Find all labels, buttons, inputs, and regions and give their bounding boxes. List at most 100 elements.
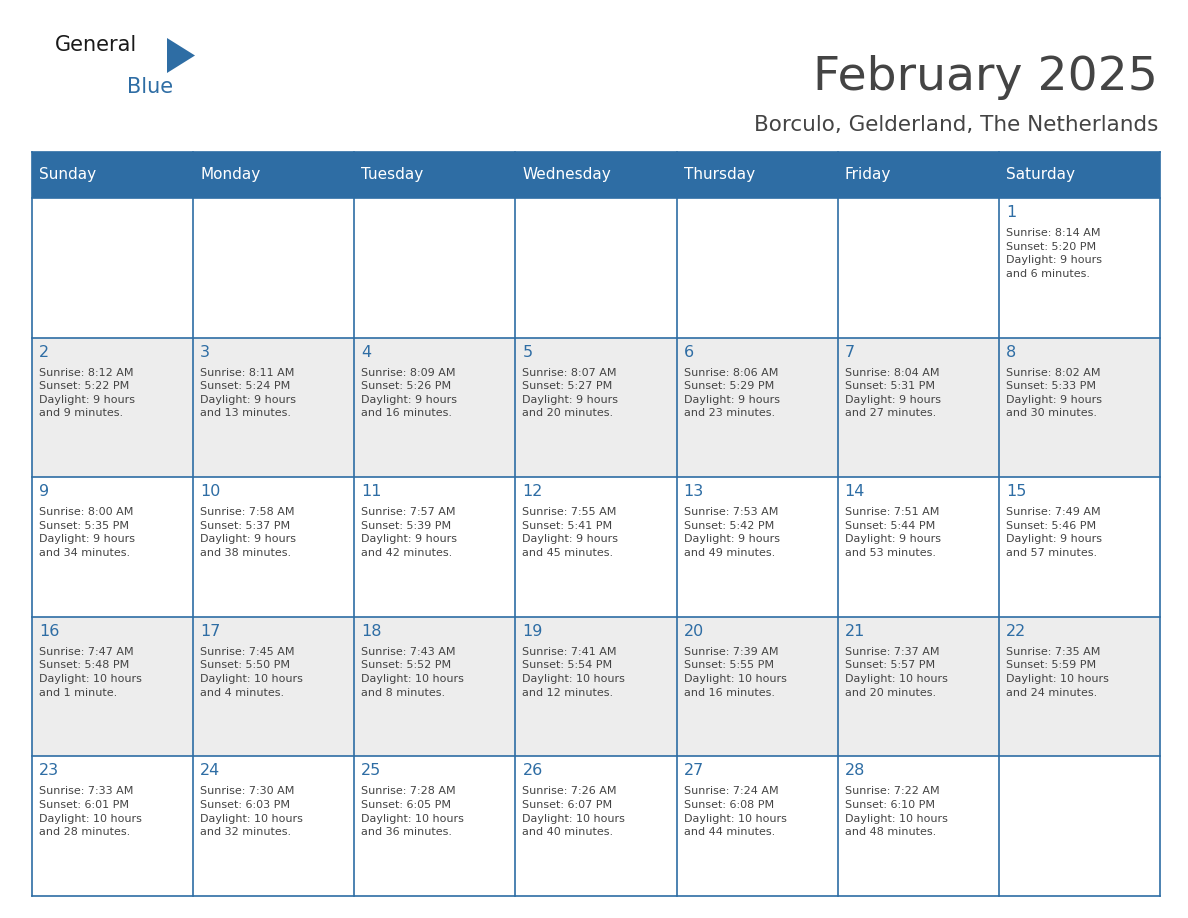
Text: Sunrise: 7:22 AM
Sunset: 6:10 PM
Daylight: 10 hours
and 48 minutes.: Sunrise: 7:22 AM Sunset: 6:10 PM Dayligh… — [845, 787, 948, 837]
Text: Sunrise: 7:45 AM
Sunset: 5:50 PM
Daylight: 10 hours
and 4 minutes.: Sunrise: 7:45 AM Sunset: 5:50 PM Dayligh… — [200, 647, 303, 698]
Text: 16: 16 — [39, 624, 59, 639]
Text: Sunrise: 7:57 AM
Sunset: 5:39 PM
Daylight: 9 hours
and 42 minutes.: Sunrise: 7:57 AM Sunset: 5:39 PM Dayligh… — [361, 508, 457, 558]
Bar — [516, 152, 677, 198]
Bar — [516, 756, 677, 896]
Bar — [677, 152, 838, 198]
Text: Blue: Blue — [127, 77, 173, 97]
Text: Monday: Monday — [200, 167, 260, 183]
Text: Thursday: Thursday — [683, 167, 754, 183]
Bar — [194, 617, 354, 756]
Text: 27: 27 — [683, 764, 703, 778]
Text: 1: 1 — [1006, 205, 1016, 220]
Bar — [516, 198, 677, 338]
Bar — [999, 152, 1159, 198]
Bar — [999, 756, 1159, 896]
Text: Borculo, Gelderland, The Netherlands: Borculo, Gelderland, The Netherlands — [753, 115, 1158, 135]
Bar — [999, 477, 1159, 617]
Text: 12: 12 — [523, 484, 543, 499]
Text: Wednesday: Wednesday — [523, 167, 611, 183]
Bar — [677, 756, 838, 896]
Text: 19: 19 — [523, 624, 543, 639]
Bar — [516, 477, 677, 617]
Text: General: General — [55, 35, 138, 55]
Bar — [999, 617, 1159, 756]
Text: 25: 25 — [361, 764, 381, 778]
Bar — [838, 756, 999, 896]
Bar — [32, 152, 194, 198]
Bar — [354, 477, 516, 617]
Text: Sunrise: 7:41 AM
Sunset: 5:54 PM
Daylight: 10 hours
and 12 minutes.: Sunrise: 7:41 AM Sunset: 5:54 PM Dayligh… — [523, 647, 625, 698]
Text: Sunrise: 7:49 AM
Sunset: 5:46 PM
Daylight: 9 hours
and 57 minutes.: Sunrise: 7:49 AM Sunset: 5:46 PM Dayligh… — [1006, 508, 1101, 558]
Bar — [516, 617, 677, 756]
Text: 23: 23 — [39, 764, 59, 778]
Text: Sunrise: 7:55 AM
Sunset: 5:41 PM
Daylight: 9 hours
and 45 minutes.: Sunrise: 7:55 AM Sunset: 5:41 PM Dayligh… — [523, 508, 619, 558]
Text: February 2025: February 2025 — [813, 55, 1158, 100]
Text: Sunrise: 8:07 AM
Sunset: 5:27 PM
Daylight: 9 hours
and 20 minutes.: Sunrise: 8:07 AM Sunset: 5:27 PM Dayligh… — [523, 367, 619, 419]
Bar — [32, 617, 194, 756]
Bar — [838, 152, 999, 198]
Text: Sunday: Sunday — [39, 167, 96, 183]
Bar — [999, 198, 1159, 338]
Polygon shape — [168, 38, 195, 73]
Text: Sunrise: 7:26 AM
Sunset: 6:07 PM
Daylight: 10 hours
and 40 minutes.: Sunrise: 7:26 AM Sunset: 6:07 PM Dayligh… — [523, 787, 625, 837]
Text: Sunrise: 7:30 AM
Sunset: 6:03 PM
Daylight: 10 hours
and 32 minutes.: Sunrise: 7:30 AM Sunset: 6:03 PM Dayligh… — [200, 787, 303, 837]
Bar — [32, 756, 194, 896]
Text: Sunrise: 8:12 AM
Sunset: 5:22 PM
Daylight: 9 hours
and 9 minutes.: Sunrise: 8:12 AM Sunset: 5:22 PM Dayligh… — [39, 367, 135, 419]
Text: 8: 8 — [1006, 344, 1016, 360]
Bar — [194, 477, 354, 617]
Text: Sunrise: 7:33 AM
Sunset: 6:01 PM
Daylight: 10 hours
and 28 minutes.: Sunrise: 7:33 AM Sunset: 6:01 PM Dayligh… — [39, 787, 141, 837]
Bar — [516, 338, 677, 477]
Text: 4: 4 — [361, 344, 372, 360]
Bar — [354, 338, 516, 477]
Text: 24: 24 — [200, 764, 221, 778]
Text: Sunrise: 7:28 AM
Sunset: 6:05 PM
Daylight: 10 hours
and 36 minutes.: Sunrise: 7:28 AM Sunset: 6:05 PM Dayligh… — [361, 787, 465, 837]
Bar — [677, 198, 838, 338]
Text: 17: 17 — [200, 624, 221, 639]
Bar — [838, 338, 999, 477]
Text: 7: 7 — [845, 344, 855, 360]
Bar — [999, 338, 1159, 477]
Text: Sunrise: 7:24 AM
Sunset: 6:08 PM
Daylight: 10 hours
and 44 minutes.: Sunrise: 7:24 AM Sunset: 6:08 PM Dayligh… — [683, 787, 786, 837]
Text: Sunrise: 7:43 AM
Sunset: 5:52 PM
Daylight: 10 hours
and 8 minutes.: Sunrise: 7:43 AM Sunset: 5:52 PM Dayligh… — [361, 647, 465, 698]
Text: Sunrise: 8:06 AM
Sunset: 5:29 PM
Daylight: 9 hours
and 23 minutes.: Sunrise: 8:06 AM Sunset: 5:29 PM Dayligh… — [683, 367, 779, 419]
Bar — [838, 198, 999, 338]
Text: 15: 15 — [1006, 484, 1026, 499]
Text: 6: 6 — [683, 344, 694, 360]
Bar — [194, 198, 354, 338]
Text: Sunrise: 8:09 AM
Sunset: 5:26 PM
Daylight: 9 hours
and 16 minutes.: Sunrise: 8:09 AM Sunset: 5:26 PM Dayligh… — [361, 367, 457, 419]
Text: Sunrise: 8:11 AM
Sunset: 5:24 PM
Daylight: 9 hours
and 13 minutes.: Sunrise: 8:11 AM Sunset: 5:24 PM Dayligh… — [200, 367, 296, 419]
Text: 18: 18 — [361, 624, 381, 639]
Bar — [677, 617, 838, 756]
Text: Sunrise: 7:37 AM
Sunset: 5:57 PM
Daylight: 10 hours
and 20 minutes.: Sunrise: 7:37 AM Sunset: 5:57 PM Dayligh… — [845, 647, 948, 698]
Bar — [194, 338, 354, 477]
Text: Sunrise: 7:53 AM
Sunset: 5:42 PM
Daylight: 9 hours
and 49 minutes.: Sunrise: 7:53 AM Sunset: 5:42 PM Dayligh… — [683, 508, 779, 558]
Text: 10: 10 — [200, 484, 221, 499]
Text: Sunrise: 8:02 AM
Sunset: 5:33 PM
Daylight: 9 hours
and 30 minutes.: Sunrise: 8:02 AM Sunset: 5:33 PM Dayligh… — [1006, 367, 1101, 419]
Text: 21: 21 — [845, 624, 865, 639]
Text: Saturday: Saturday — [1006, 167, 1075, 183]
Text: 13: 13 — [683, 484, 703, 499]
Bar — [677, 477, 838, 617]
Bar — [354, 756, 516, 896]
Bar — [354, 617, 516, 756]
Text: Sunrise: 7:51 AM
Sunset: 5:44 PM
Daylight: 9 hours
and 53 minutes.: Sunrise: 7:51 AM Sunset: 5:44 PM Dayligh… — [845, 508, 941, 558]
Text: Tuesday: Tuesday — [361, 167, 424, 183]
Text: 28: 28 — [845, 764, 865, 778]
Text: 26: 26 — [523, 764, 543, 778]
Text: 14: 14 — [845, 484, 865, 499]
Bar — [194, 756, 354, 896]
Text: 22: 22 — [1006, 624, 1026, 639]
Bar — [32, 198, 194, 338]
Text: 11: 11 — [361, 484, 381, 499]
Text: Friday: Friday — [845, 167, 891, 183]
Bar — [32, 477, 194, 617]
Bar — [194, 152, 354, 198]
Text: Sunrise: 8:00 AM
Sunset: 5:35 PM
Daylight: 9 hours
and 34 minutes.: Sunrise: 8:00 AM Sunset: 5:35 PM Dayligh… — [39, 508, 135, 558]
Bar — [677, 338, 838, 477]
Bar — [354, 198, 516, 338]
Bar — [32, 338, 194, 477]
Bar — [838, 477, 999, 617]
Text: 2: 2 — [39, 344, 49, 360]
Text: Sunrise: 7:35 AM
Sunset: 5:59 PM
Daylight: 10 hours
and 24 minutes.: Sunrise: 7:35 AM Sunset: 5:59 PM Dayligh… — [1006, 647, 1108, 698]
Text: 9: 9 — [39, 484, 49, 499]
